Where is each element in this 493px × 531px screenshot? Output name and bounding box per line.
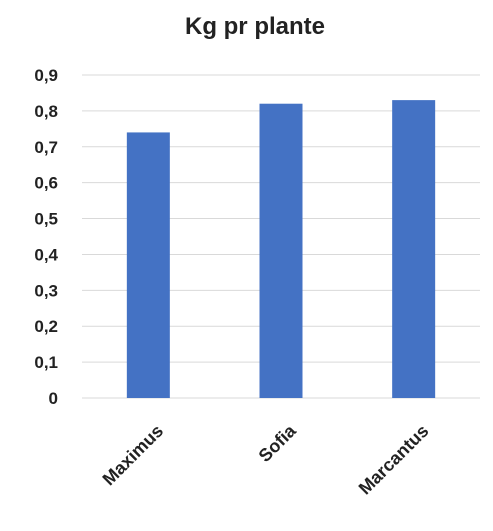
- bar-maximus: [126, 132, 170, 398]
- y-tick-label: 0: [49, 389, 58, 408]
- y-axis: 0 0,1 0,2 0,3 0,4 0,5 0,6 0,7 0,8 0,9: [34, 66, 58, 408]
- y-tick-label: 0,1: [34, 353, 58, 372]
- y-tick-label: 0,4: [34, 245, 58, 264]
- y-tick-label: 0,3: [34, 281, 58, 300]
- bar-marcantus: [392, 100, 436, 398]
- y-tick-label: 0,2: [34, 317, 58, 336]
- x-tick-label: Maximus: [99, 421, 168, 490]
- bars: [126, 100, 436, 398]
- y-tick-label: 0,7: [34, 138, 58, 157]
- y-tick-label: 0,8: [34, 102, 58, 121]
- chart-title: Kg pr plante: [185, 13, 325, 40]
- x-axis: Maximus Sofia Marcantus: [99, 420, 433, 498]
- y-tick-label: 0,6: [34, 174, 58, 193]
- x-tick-label: Sofia: [255, 420, 301, 466]
- x-tick-label: Marcantus: [355, 421, 433, 499]
- y-tick-label: 0,9: [34, 66, 58, 85]
- bar-sofia: [259, 103, 303, 398]
- y-tick-label: 0,5: [34, 210, 58, 229]
